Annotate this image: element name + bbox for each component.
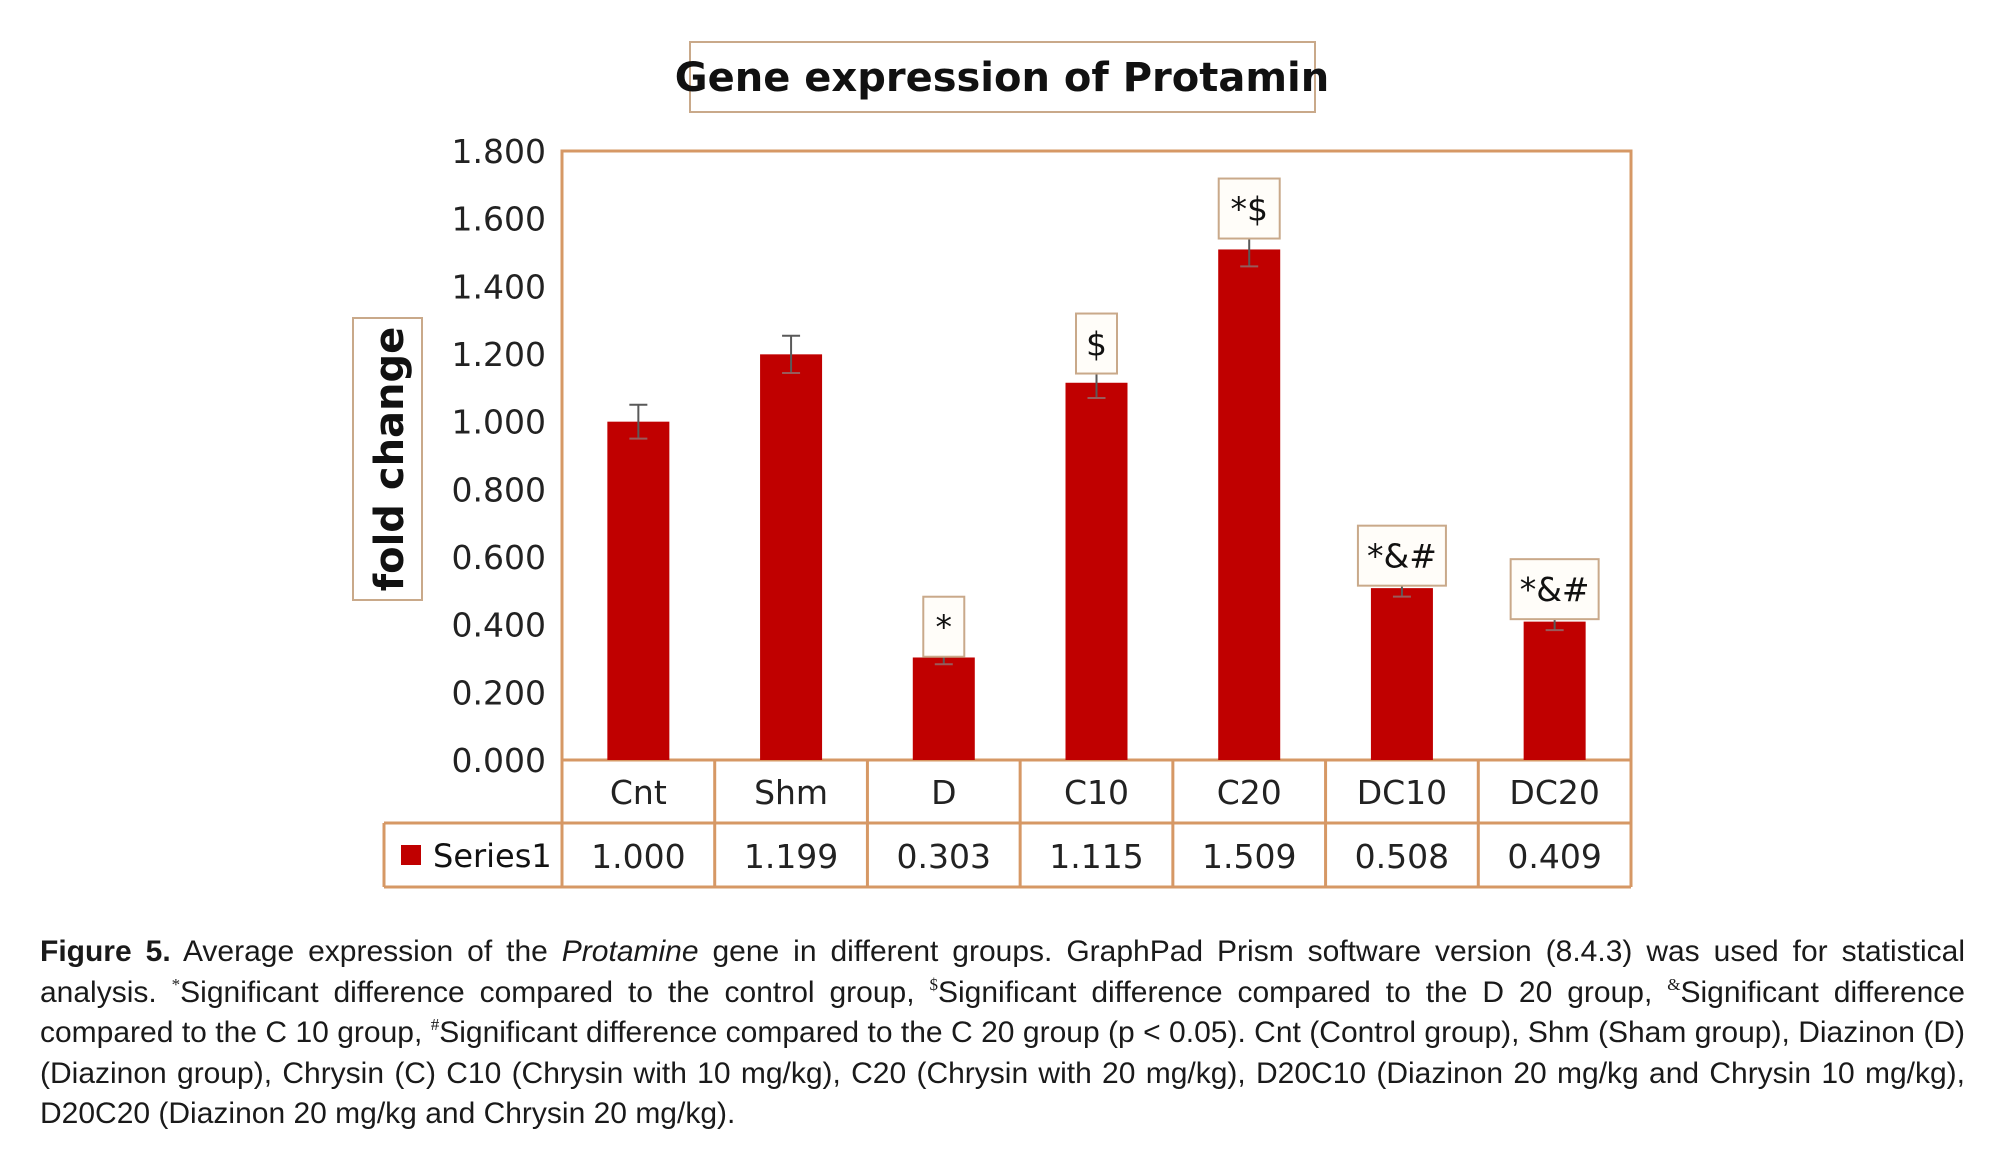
significance-label-text: *&# <box>1520 570 1590 609</box>
data-label: 0.508 <box>1355 837 1449 876</box>
bar-cnt <box>607 421 670 760</box>
y-axis-label-group: fold change <box>352 317 423 601</box>
significance-label-box <box>1075 312 1118 375</box>
caption-marker: & <box>1667 974 1681 994</box>
x-tick-label: DC20 <box>1509 773 1599 812</box>
y-tick-label: 1.000 <box>452 403 546 442</box>
y-axis-label-box <box>352 317 423 601</box>
significance-label: * <box>922 595 966 658</box>
significance-label-box <box>1356 524 1447 587</box>
y-tick-label: 0.000 <box>452 741 546 780</box>
caption-gene: Protamine <box>561 935 699 968</box>
data-label: 0.409 <box>1507 837 1601 876</box>
significance-annotations: *$*$*&#*&# <box>922 177 1600 658</box>
y-axis-label: fold change <box>367 327 413 592</box>
caption-marker: * <box>171 974 181 994</box>
chart-title: Gene expression of Protamin <box>675 55 1329 101</box>
y-axis-ticks: 0.000 0.200 0.400 0.600 0.800 1.000 1.200 1.400… <box>452 132 546 780</box>
legend-marker <box>401 845 421 865</box>
y-tick-label: 0.600 <box>452 538 546 577</box>
caption-text: Significant difference compared to the C… <box>40 975 1965 1050</box>
data-label: 1.509 <box>1202 837 1296 876</box>
y-tick-label: 0.200 <box>452 673 546 712</box>
x-tick-label: C10 <box>1064 773 1129 812</box>
significance-label: *&# <box>1356 524 1447 587</box>
error-bar <box>629 403 648 440</box>
data-label: 1.115 <box>1049 837 1143 876</box>
significance-label-text: * <box>936 608 953 647</box>
figure-caption: Figure 5. Average expression of the Prot… <box>40 932 1965 1135</box>
bar-c20 <box>1218 249 1281 760</box>
caption-text: Significant difference compared to the c… <box>180 975 930 1009</box>
significance-label: $ <box>1075 312 1118 375</box>
bar-dc20 <box>1523 621 1586 760</box>
caption-text: Significant difference compared to the C… <box>40 1016 1965 1130</box>
significance-label-box <box>1509 558 1600 621</box>
bars <box>607 249 1586 760</box>
bar-d <box>912 657 975 760</box>
significance-label: *$ <box>1217 177 1281 240</box>
y-tick-label: 1.600 <box>452 200 546 239</box>
significance-label-text: $ <box>1086 325 1107 364</box>
significance-label-box <box>922 595 966 658</box>
y-tick-label: 1.800 <box>452 132 546 171</box>
significance-label-text: *$ <box>1230 190 1268 229</box>
data-label: 1.000 <box>591 837 685 876</box>
bar-shm <box>760 354 823 760</box>
caption-label: Figure 5. <box>40 935 171 968</box>
bar-c10 <box>1065 382 1128 760</box>
legend-cell: Series1 <box>401 837 552 875</box>
x-tick-label: C20 <box>1217 773 1282 812</box>
significance-label-box <box>1217 177 1281 240</box>
x-tick-label: Cnt <box>610 773 667 812</box>
caption-text: Average expression of the <box>170 935 562 968</box>
error-bar <box>782 334 801 374</box>
x-tick-label: DC10 <box>1357 773 1447 812</box>
significance-label: *&# <box>1509 558 1600 621</box>
y-tick-label: 1.400 <box>452 267 546 306</box>
data-label: 1.199 <box>744 837 838 876</box>
x-tick-label: D <box>931 773 956 812</box>
caption-marker: # <box>430 1015 440 1034</box>
caption-text: gene in different groups. GraphPad Prism… <box>40 935 1965 1009</box>
significance-label-text: *&# <box>1367 537 1437 576</box>
bar-dc10 <box>1370 588 1433 760</box>
x-tick-label: Shm <box>754 773 828 812</box>
data-label: 0.303 <box>897 837 991 876</box>
y-tick-label: 0.400 <box>452 606 546 645</box>
data-table: Series1 Cnt 1.000 Shm 1.199 D 0.303 C10 1.115 C2… <box>382 760 1633 889</box>
y-tick-label: 0.800 <box>452 470 546 509</box>
chart-title-box <box>689 41 1316 113</box>
legend-series-name: Series1 <box>433 837 552 875</box>
caption-marker: $ <box>929 974 938 994</box>
bar-chart: Gene expression of Protamin fold change … <box>352 41 1633 889</box>
caption-text: Significant difference compared to the D… <box>937 975 1668 1009</box>
chart-title-group: Gene expression of Protamin <box>675 41 1329 113</box>
y-tick-label: 1.200 <box>452 335 546 374</box>
